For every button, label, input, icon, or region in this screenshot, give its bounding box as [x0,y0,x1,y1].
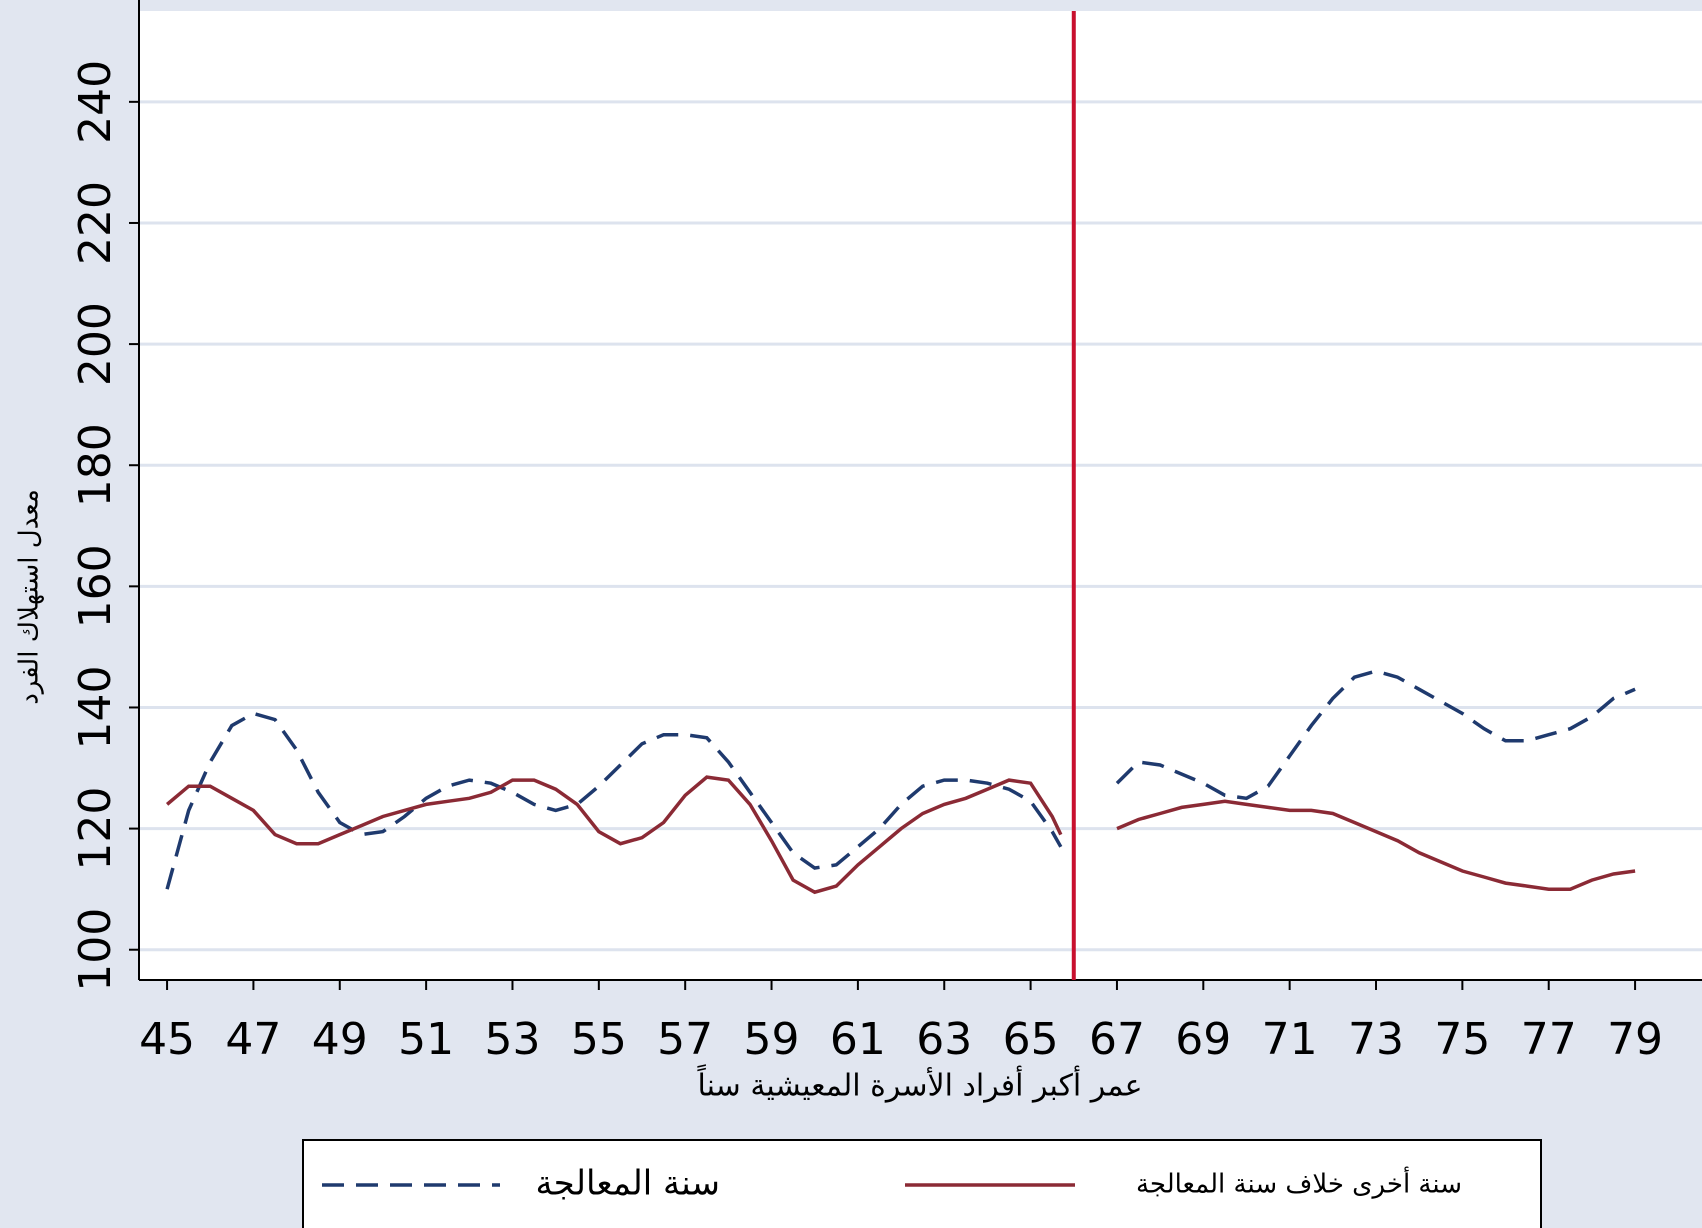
y-tick-label: 200 [70,302,121,386]
x-tick-label: 57 [657,1014,713,1065]
y-tick-label: 120 [70,787,121,871]
x-tick-label: 67 [1089,1014,1145,1065]
legend-label: سنة أخرى خلاف سنة المعالجة [1136,1166,1462,1200]
x-tick-label: 73 [1348,1014,1404,1065]
x-tick-label: 51 [398,1014,454,1065]
x-tick-label: 71 [1262,1014,1318,1065]
y-tick-label: 160 [70,544,121,628]
x-tick-label: 53 [484,1014,540,1065]
x-tick-label: 47 [225,1014,281,1065]
y-tick-label: 220 [70,181,121,265]
x-tick-label: 69 [1175,1014,1231,1065]
x-tick-label: 59 [744,1014,800,1065]
x-tick-label: 49 [312,1014,368,1065]
x-tick-label: 55 [571,1014,627,1065]
x-tick-label: 75 [1434,1014,1490,1065]
x-tick-label: 61 [830,1014,886,1065]
x-tick-label: 45 [139,1014,195,1065]
x-tick-label: 77 [1521,1014,1577,1065]
x-tick-label: 65 [1003,1014,1059,1065]
y-tick-label: 180 [70,423,121,507]
y-tick-label: 240 [70,60,121,144]
series-line [165,669,1636,890]
y-tick-label: 100 [70,908,121,992]
x-tick-label: 63 [916,1014,972,1065]
y-axis-label: معدل استهلاك الفرد [15,489,45,705]
x-axis-label: عمر أكبر أفراد الأسرة المعيشية سناً [697,1064,1142,1104]
legend-label: سنة المعالجة [535,1164,720,1204]
x-tick-label: 79 [1607,1014,1663,1065]
y-tick-label: 140 [70,665,121,749]
series-line [165,775,1636,895]
